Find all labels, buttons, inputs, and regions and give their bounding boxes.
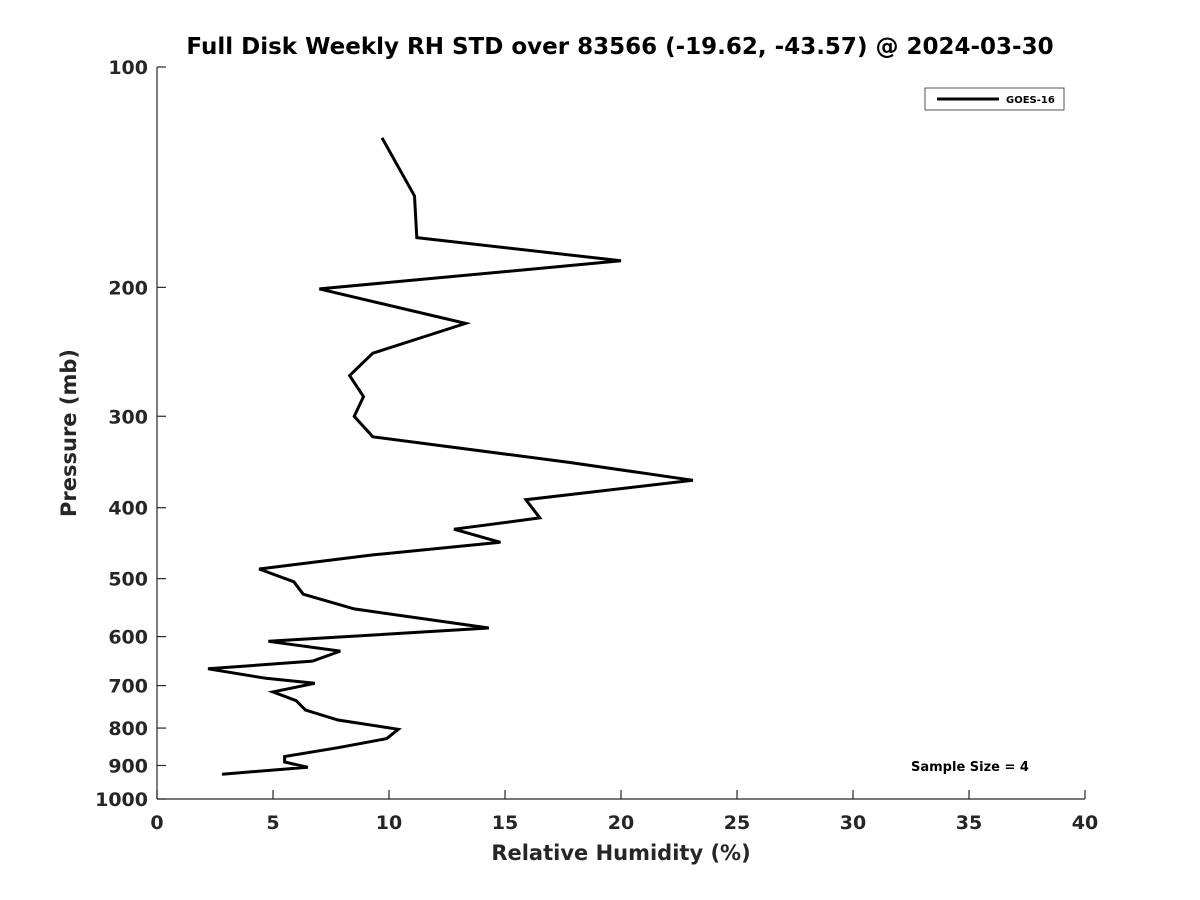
x-tick-label: 5 bbox=[266, 812, 279, 834]
chart-title: Full Disk Weekly RH STD over 83566 (-19.… bbox=[186, 34, 1053, 60]
plot-axes bbox=[156, 67, 1085, 800]
x-tick-label: 15 bbox=[492, 812, 518, 834]
y-tick-label: 700 bbox=[108, 676, 148, 698]
legend[interactable]: GOES-16 bbox=[924, 87, 1065, 111]
x-tick-label: 35 bbox=[956, 812, 982, 834]
y-tick-label: 600 bbox=[108, 627, 148, 649]
x-tick-label: 30 bbox=[840, 812, 866, 834]
sample-size-annotation: Sample Size = 4 bbox=[911, 760, 1029, 775]
series-line-goes-16 bbox=[207, 137, 694, 776]
x-ticks: 0 5 10 15 20 25 30 35 40 bbox=[150, 790, 1098, 834]
x-tick-label: 25 bbox=[724, 812, 750, 834]
x-tick-label: 10 bbox=[376, 812, 402, 834]
y-tick-label: 900 bbox=[108, 756, 148, 778]
y-tick-label: 200 bbox=[108, 277, 148, 299]
y-tick-label: 400 bbox=[108, 498, 148, 520]
y-tick-label: 300 bbox=[108, 406, 148, 428]
y-axis-label: Pressure (mb) bbox=[57, 349, 81, 517]
y-ticks: 100 200 300 400 500 600 700 800 900 1000 bbox=[95, 57, 166, 811]
y-tick-label: 100 bbox=[108, 57, 148, 79]
x-tick-label: 40 bbox=[1072, 812, 1098, 834]
legend-label-goes-16: GOES-16 bbox=[1006, 95, 1055, 106]
x-tick-label: 0 bbox=[150, 812, 163, 834]
x-tick-label: 20 bbox=[608, 812, 634, 834]
y-tick-label: 500 bbox=[108, 569, 148, 591]
y-tick-label: 1000 bbox=[95, 789, 148, 811]
x-axis-label: Relative Humidity (%) bbox=[491, 841, 750, 865]
y-tick-label: 800 bbox=[108, 718, 148, 740]
